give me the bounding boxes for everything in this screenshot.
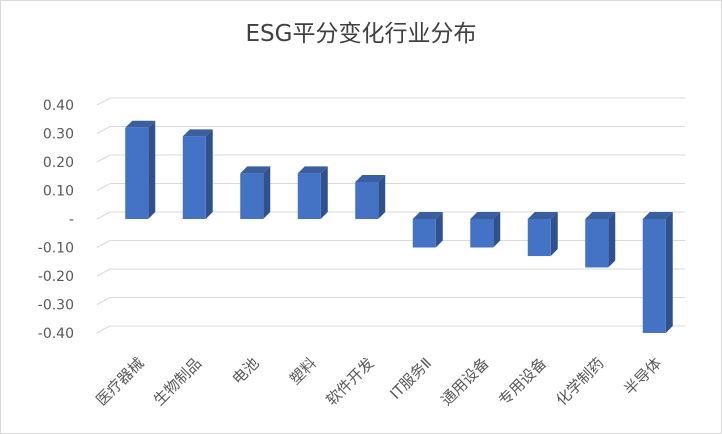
bar-side — [493, 212, 501, 248]
gridline-side — [96, 297, 111, 305]
y-tick-label: -0.10 — [38, 241, 74, 257]
bar — [355, 181, 379, 219]
x-tick-label: 专用设备 — [495, 354, 550, 409]
gridline-side — [96, 325, 111, 334]
x-tick-label: 化学制药 — [552, 354, 607, 409]
bar-side — [378, 174, 386, 219]
bar-top — [412, 212, 443, 219]
bar-top — [182, 129, 213, 137]
bar — [125, 127, 149, 219]
y-tick-label: 0.30 — [43, 127, 74, 143]
bar-top — [355, 174, 386, 182]
x-tick-label: 通用设备 — [437, 354, 492, 409]
y-tick-label: -0.40 — [38, 326, 74, 342]
x-tick-label: 塑料 — [286, 354, 320, 388]
x-tick-label: IT服务Ⅱ — [386, 354, 435, 403]
chart-title: ESG平分变化行业分布 — [245, 21, 477, 47]
bar-top — [642, 212, 673, 219]
bar-top — [527, 212, 558, 219]
bar-side — [435, 212, 443, 248]
bar-top — [297, 166, 328, 174]
bar-top — [240, 166, 271, 174]
x-tick-label: 生物制品 — [150, 354, 205, 409]
bar — [240, 173, 264, 219]
bar-top — [125, 120, 156, 128]
bar — [642, 219, 666, 333]
x-tick-label: 半导体 — [621, 354, 666, 399]
bar — [412, 219, 436, 248]
bar-side — [263, 166, 271, 219]
bar-side — [148, 120, 156, 219]
gridline-side — [96, 97, 111, 106]
bar-side — [320, 166, 328, 219]
gridline-side — [96, 268, 111, 277]
y-tick-label: -0.20 — [38, 269, 74, 285]
bar-side — [205, 129, 213, 219]
y-tick-label: 0.10 — [43, 184, 74, 200]
bar-side — [550, 212, 558, 257]
bar — [527, 219, 551, 257]
y-tick-label: -0.30 — [38, 298, 74, 314]
x-tick-label: 软件开发 — [322, 354, 377, 409]
gridline-side — [96, 240, 111, 248]
bar-top — [470, 212, 501, 219]
gridline-side — [96, 126, 111, 134]
gridline-side — [96, 183, 111, 191]
bar — [297, 173, 321, 219]
bar-side — [608, 212, 616, 268]
bar — [585, 219, 609, 268]
bar — [470, 219, 494, 248]
y-tick-label: 0.40 — [43, 98, 74, 114]
bar-top — [585, 212, 616, 219]
y-tick-label: - — [69, 212, 74, 228]
bar-side — [665, 212, 673, 333]
x-tick-label: 电池 — [229, 354, 263, 388]
bar — [182, 136, 206, 219]
y-tick-label: 0.20 — [43, 155, 74, 171]
gridline-side — [96, 154, 111, 163]
gridline-side — [96, 211, 111, 220]
x-tick-label: 医疗器械 — [92, 354, 147, 409]
